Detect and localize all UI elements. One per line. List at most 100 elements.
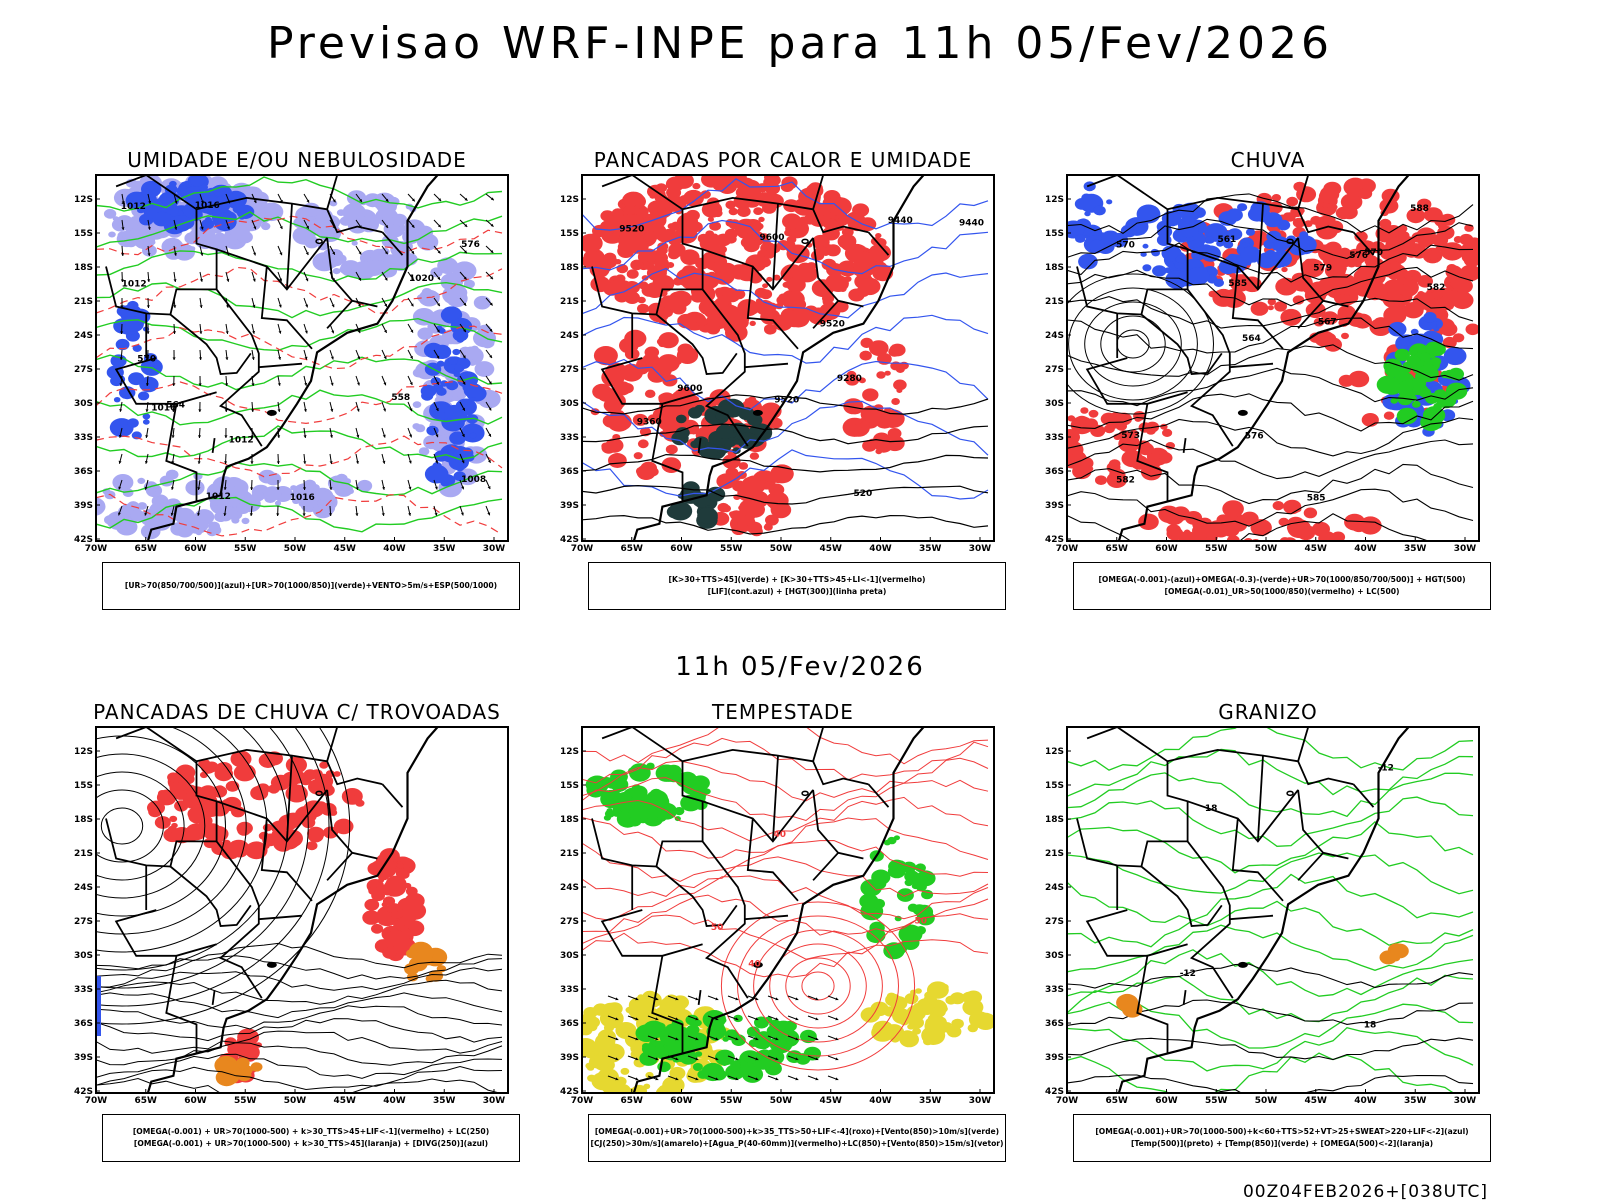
legend-line: [LIF](cont.azul) + [HGT(300)](linha pret… (589, 586, 1005, 598)
ki-tts-li-area (624, 205, 636, 215)
omega-rh-area (1359, 516, 1382, 534)
lon-tick-label: 60W (1155, 544, 1178, 554)
storm-moderate-area (406, 949, 418, 958)
wind850-area (873, 899, 885, 909)
humidity-upper-core (128, 372, 144, 385)
jet-area (950, 992, 965, 1004)
jet-area (667, 1083, 679, 1092)
ki-tts-li-area (786, 277, 805, 293)
contour-label: 582 (1427, 283, 1446, 293)
ki-tts-li-area (652, 264, 667, 276)
wind850-area (704, 789, 711, 795)
contour-label: 9440 (959, 219, 984, 229)
omega-rh-area (1344, 208, 1353, 216)
omega-rh-area (1459, 234, 1473, 245)
omega-rh-area (1331, 205, 1337, 210)
ki-tts-li-area (615, 259, 622, 264)
omega-rh-area (1251, 519, 1272, 536)
panel-legend: [UR>70(850/700/500)](azul)+[UR>70(1000/8… (102, 562, 520, 610)
legend-line: [OMEGA(-0.01)_UR>50(1000/850)(vermelho) … (1074, 586, 1490, 598)
humidity-upper-core (138, 391, 149, 400)
humidity-upper-area (424, 236, 434, 244)
lon-tick-label: 45W (1305, 544, 1328, 554)
omega-weak-area (1121, 225, 1137, 238)
legend-line: [UR>70(850/700/500)](azul)+[UR>70(1000/8… (103, 580, 519, 592)
storm-area (371, 924, 383, 934)
lon-tick-label: 60W (670, 544, 693, 554)
lon-tick-label: 40W (1354, 544, 1377, 554)
contour-label: 1012 (229, 436, 254, 446)
omega-weak-area (1226, 208, 1243, 221)
humidity-upper-area (130, 228, 141, 237)
omega-rh-area (1388, 262, 1402, 273)
jet-area (593, 1003, 608, 1015)
lon-tick-label: 30W (1454, 544, 1477, 554)
jet-area (587, 1065, 594, 1071)
humidity-upper-area (242, 518, 250, 524)
humidity-upper-area (189, 246, 195, 251)
humidity-upper-core (114, 397, 121, 402)
ki-tts-li-area (666, 445, 678, 455)
jet-area (940, 984, 949, 991)
lon-tick-label: 50W (770, 544, 793, 554)
lon-tick-label: 40W (1354, 1096, 1377, 1106)
storm-area (391, 907, 398, 913)
omega-weak-area (1093, 206, 1105, 216)
wind850-area (621, 793, 632, 802)
wind850-area (757, 1049, 772, 1061)
storm-area (398, 870, 409, 879)
lon-tick-label: 30W (969, 1096, 992, 1106)
ki-tts-li-area (662, 308, 673, 317)
contour-label: 18 (1205, 804, 1218, 814)
ki-tts-li-area (829, 197, 852, 216)
lon-tick-label: 30W (1454, 1096, 1477, 1106)
ki-tts-li-area (788, 221, 795, 227)
lat-tick-label: 15S (560, 781, 579, 791)
omega-weak-area (1176, 255, 1186, 263)
wind850-area (693, 1063, 703, 1071)
ki-tts-li-area (722, 505, 731, 512)
wind850-area (897, 888, 914, 902)
wind850-area (866, 891, 874, 897)
lon-tick-label: 50W (1255, 1096, 1278, 1106)
lat-tick-label: 24S (74, 883, 93, 893)
contour-label: 520 (854, 489, 873, 499)
contour-label: 1016 (290, 493, 315, 503)
panel-title: PANCADAS DE CHUVA C/ TROVOADAS (62, 700, 532, 724)
ki-tts-li-area (712, 261, 729, 274)
jet-area (947, 1026, 962, 1038)
humidity-upper-area (333, 268, 341, 274)
contour-label: 570 (1364, 248, 1383, 258)
jet-area (601, 1078, 622, 1095)
lat-tick-label: 15S (560, 229, 579, 239)
ki-tts-area (692, 492, 711, 507)
ki-tts-li-area (624, 291, 640, 304)
humidity-upper-core (470, 433, 477, 439)
ki-tts-li-area (637, 304, 649, 314)
wind850-area (722, 1036, 729, 1041)
storm-area (180, 769, 191, 778)
panel-legend: [K>30+TTS>45](verde) + [K>30+TTS>45+LI<-… (588, 562, 1006, 610)
omega-weak-area (1246, 228, 1255, 235)
lon-tick-label: 50W (284, 1096, 307, 1106)
humidity-upper-area (419, 290, 440, 307)
legend-line: [OMEGA(-0.001)+UR>70(1000-500)+k>35_TTS>… (589, 1126, 1005, 1138)
humidity-upper-core (437, 361, 445, 367)
contour-label: 561 (1218, 235, 1237, 245)
ki-tts-li-area (750, 321, 756, 326)
humidity-upper-area (108, 232, 116, 238)
ki-tts-li-area (668, 243, 685, 257)
ki-tts-li-area (709, 211, 717, 218)
humidity-upper-core (143, 380, 150, 386)
ki-tts-li-area (787, 236, 797, 244)
panel-legend: [OMEGA(-0.001)-(azul)+OMEGA(-0.3)-(verde… (1073, 562, 1491, 610)
lat-tick-label: 33S (74, 985, 93, 995)
storm-area (387, 930, 407, 946)
ki-tts-li-area (657, 354, 680, 372)
lat-tick-label: 36S (74, 467, 93, 477)
humidity-upper-area (340, 265, 351, 274)
humidity-upper-area (185, 480, 204, 495)
jet-area (671, 995, 689, 1009)
